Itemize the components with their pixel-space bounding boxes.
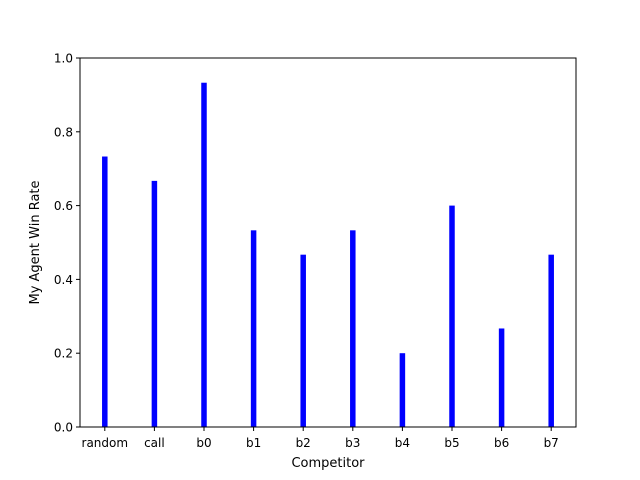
bar-call [151, 180, 158, 427]
bar-b4 [399, 353, 406, 427]
bar-b3 [350, 230, 356, 427]
bars-group [102, 82, 554, 427]
x-tick-label: b3 [345, 436, 360, 450]
bar-b2 [300, 254, 306, 427]
bar-b6 [498, 328, 505, 427]
bar-b5 [449, 205, 455, 427]
bar-b1 [250, 230, 257, 427]
bar-b0 [201, 82, 207, 427]
x-axis: random call b0 b1 b2 b3 b4 b5 b6 b7 [82, 427, 559, 450]
y-tick-label: 0.2 [54, 347, 73, 361]
y-axis: 0.0 0.2 0.4 0.6 0.8 1.0 [54, 52, 80, 435]
y-tick-label: 0.0 [54, 421, 73, 435]
y-tick-label: 0.4 [54, 273, 73, 287]
x-tick-label: b1 [246, 436, 261, 450]
y-tick-label: 0.6 [54, 199, 73, 213]
bar-random [102, 156, 108, 427]
y-axis-label: My Agent Win Rate [28, 180, 43, 304]
x-tick-label: b7 [544, 436, 559, 450]
x-tick-label: b6 [494, 436, 509, 450]
x-tick-label: call [144, 436, 165, 450]
x-tick-label: b2 [296, 436, 311, 450]
y-tick-label: 1.0 [54, 52, 73, 66]
bar-b7 [548, 254, 554, 427]
x-tick-label: b5 [444, 436, 459, 450]
x-tick-label: b0 [196, 436, 211, 450]
x-axis-label: Competitor [291, 456, 365, 471]
plot-area-frame [79, 57, 577, 428]
x-tick-label: b4 [395, 436, 410, 450]
x-tick-label: random [82, 436, 129, 450]
y-tick-label: 0.8 [54, 125, 73, 139]
